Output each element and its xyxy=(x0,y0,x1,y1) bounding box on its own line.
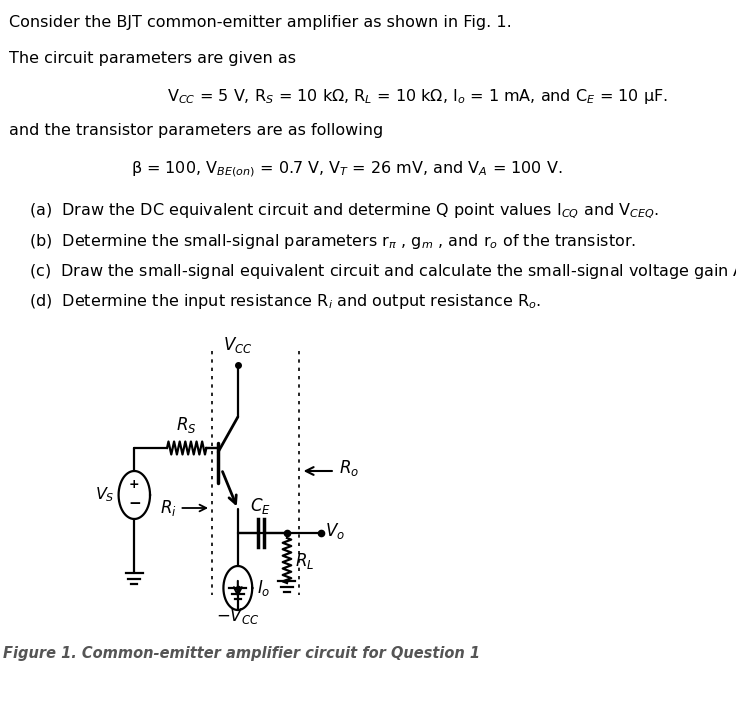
Text: $V_S$: $V_S$ xyxy=(95,486,115,504)
Text: $R_o$: $R_o$ xyxy=(339,458,359,478)
Text: $I_o$: $I_o$ xyxy=(258,578,271,598)
Text: +: + xyxy=(129,478,140,491)
Text: $R_S$: $R_S$ xyxy=(177,415,197,435)
Text: Figure 1. Common-emitter amplifier circuit for Question 1: Figure 1. Common-emitter amplifier circu… xyxy=(3,646,480,661)
Text: Consider the BJT common-emitter amplifier as shown in Fig. 1.: Consider the BJT common-emitter amplifie… xyxy=(9,15,512,30)
Text: $R_i$: $R_i$ xyxy=(160,498,177,518)
Text: $V_o$: $V_o$ xyxy=(325,521,345,541)
Text: β = 100, V$_{BE(on)}$ = 0.7 V, V$_T$ = 26 mV, and V$_A$ = 100 V.: β = 100, V$_{BE(on)}$ = 0.7 V, V$_T$ = 2… xyxy=(131,159,562,178)
Text: (a)  Draw the DC equivalent circuit and determine Q point values I$_{CQ}$ and V$: (a) Draw the DC equivalent circuit and d… xyxy=(29,202,659,222)
Text: $-V_{CC}$: $-V_{CC}$ xyxy=(216,606,260,626)
Text: $C_E$: $C_E$ xyxy=(250,496,272,516)
Text: (d)  Determine the input resistance R$_i$ and output resistance R$_o$.: (d) Determine the input resistance R$_i$… xyxy=(29,292,542,311)
Text: $R_L$: $R_L$ xyxy=(295,551,315,571)
Text: V$_{CC}$ = 5 V, R$_S$ = 10 kΩ, R$_L$ = 10 kΩ, I$_o$ = 1 mA, and C$_E$ = 10 μF.: V$_{CC}$ = 5 V, R$_S$ = 10 kΩ, R$_L$ = 1… xyxy=(167,87,668,106)
Text: (b)  Determine the small-signal parameters r$_\pi$ , g$_m$ , and r$_o$ of the tr: (b) Determine the small-signal parameter… xyxy=(29,232,637,251)
Text: The circuit parameters are given as: The circuit parameters are given as xyxy=(9,51,296,66)
Text: (c)  Draw the small-signal equivalent circuit and calculate the small-signal vol: (c) Draw the small-signal equivalent cir… xyxy=(29,262,736,281)
Text: $V_{CC}$: $V_{CC}$ xyxy=(223,335,252,355)
Text: and the transistor parameters are as following: and the transistor parameters are as fol… xyxy=(9,123,383,138)
Text: −: − xyxy=(128,496,141,511)
